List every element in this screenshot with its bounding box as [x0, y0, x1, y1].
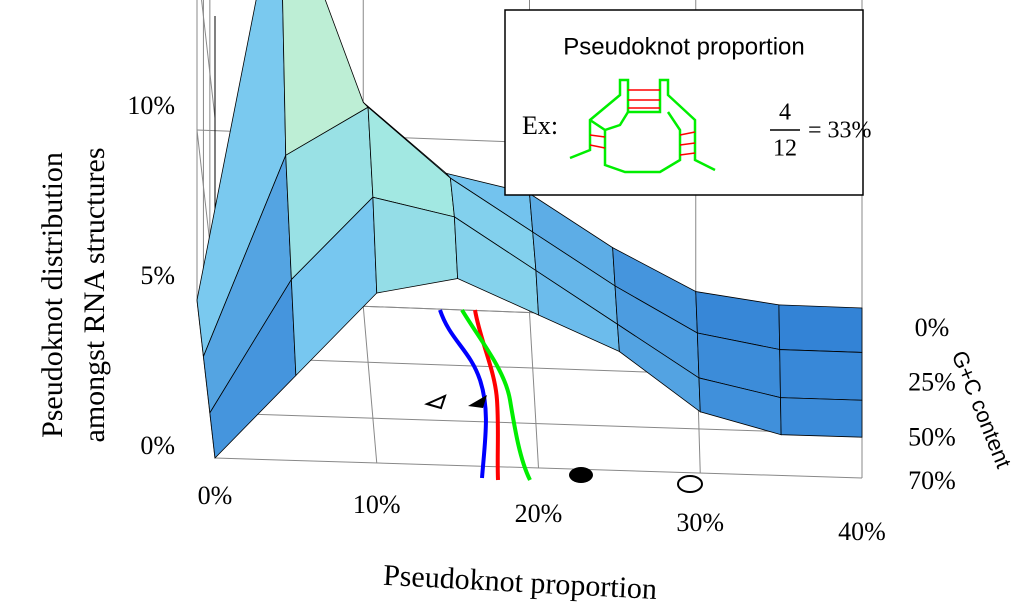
- x-tick-label: 0%: [198, 481, 233, 510]
- inset-result: = 33%: [808, 118, 872, 144]
- x-tick-label: 30%: [676, 508, 724, 537]
- inset-prefix: Ex:: [522, 111, 558, 140]
- y-tick-label: 50%: [908, 422, 956, 451]
- chart: 0% 5% 10% 0% 10% 20% 30% 40% 0% 25% 50% 70% Pseudok…: [0, 0, 1018, 606]
- inset-title: Pseudoknot proportion: [563, 33, 805, 60]
- y-tick-label: 0%: [915, 313, 950, 342]
- inset-denominator: 12: [773, 136, 797, 162]
- marker: [427, 396, 445, 408]
- surface-cell: [779, 305, 862, 353]
- grid-line: [197, 0, 215, 118]
- z-tick-label: 10%: [127, 91, 175, 120]
- x-tick-label: 20%: [515, 499, 563, 528]
- z-tick-label: 5%: [140, 261, 175, 290]
- marker: [569, 467, 593, 483]
- z-tick-label: 0%: [140, 431, 175, 460]
- inset: Pseudoknot proportion Ex: 4 12 = 33%: [505, 10, 872, 195]
- inset-numerator: 4: [779, 100, 791, 126]
- overlay-curves: [440, 310, 530, 480]
- surface-cell: [780, 398, 862, 438]
- grid-line: [363, 306, 377, 463]
- surface-cell: [780, 350, 862, 401]
- y-axis-title: G+C content: [947, 347, 1017, 471]
- z-axis-title: Pseudoknot distribution: [36, 152, 69, 438]
- z-axis-title: amongst RNA structures: [78, 148, 111, 443]
- y-tick-label: 25%: [908, 368, 956, 397]
- marker: [678, 476, 702, 492]
- grid-line: [530, 313, 539, 469]
- x-axis-title: Pseudoknot proportion: [382, 559, 658, 606]
- y-tick-label: 70%: [908, 466, 956, 495]
- x-tick-label: 10%: [353, 490, 401, 519]
- x-tick-label: 40%: [838, 517, 886, 546]
